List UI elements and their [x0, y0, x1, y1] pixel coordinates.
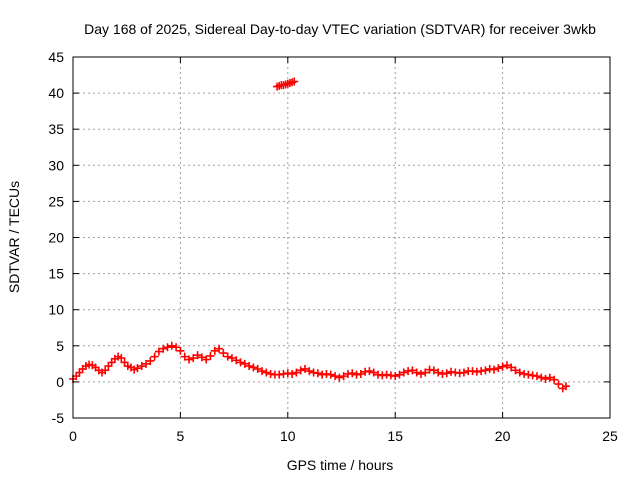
- chart-title: Day 168 of 2025, Sidereal Day-to-day VTE…: [84, 21, 596, 37]
- data-point: [101, 366, 110, 375]
- data-point: [227, 354, 236, 363]
- data-point: [223, 352, 232, 361]
- y-tick-label: 35: [48, 121, 64, 137]
- data-point: [176, 346, 185, 355]
- y-tick-label: 30: [48, 157, 64, 173]
- data-point: [240, 359, 249, 368]
- data-point: [202, 355, 211, 364]
- data-point: [365, 367, 374, 376]
- y-tick-label: 20: [48, 230, 64, 246]
- x-tick-label: 25: [602, 428, 618, 444]
- data-point: [416, 369, 425, 378]
- data-point: [258, 367, 267, 376]
- data-point: [481, 366, 490, 375]
- x-tick-label: 5: [177, 428, 185, 444]
- data-point: [561, 382, 570, 391]
- x-tick-label: 20: [495, 428, 511, 444]
- data-point: [249, 363, 258, 372]
- data-point: [150, 352, 159, 361]
- data-point: [172, 343, 181, 352]
- data-point: [442, 369, 451, 378]
- data-point: [348, 369, 357, 378]
- x-axis-label: GPS time / hours: [287, 457, 394, 473]
- data-point: [490, 365, 499, 374]
- data-point: [498, 362, 507, 371]
- data-point: [159, 344, 168, 353]
- data-point: [290, 77, 299, 86]
- data-point: [184, 355, 193, 364]
- data-point: [459, 368, 468, 377]
- data-point: [206, 351, 215, 360]
- data-point: [331, 372, 340, 381]
- data-point: [399, 368, 408, 377]
- grid-layer: [73, 57, 610, 418]
- data-point: [262, 368, 271, 377]
- data-point: [189, 354, 198, 363]
- y-axis-label: SDTVAR / TECUs: [6, 181, 22, 293]
- y-tick-label: 45: [48, 49, 64, 65]
- data-point: [137, 362, 146, 371]
- y-tick-label: 5: [56, 338, 64, 354]
- data-point: [167, 341, 176, 350]
- data-point: [326, 370, 335, 379]
- data-point: [339, 372, 348, 381]
- data-point: [541, 375, 550, 384]
- x-tick-label: 10: [280, 428, 296, 444]
- data-point: [391, 372, 400, 381]
- data-point: [545, 373, 554, 382]
- y-tick-label: 25: [48, 193, 64, 209]
- data-point: [550, 375, 559, 384]
- data-point: [507, 363, 516, 372]
- data-point: [408, 366, 417, 375]
- data-point: [335, 373, 344, 382]
- data-point: [412, 368, 421, 377]
- data-point: [305, 367, 314, 376]
- data-point: [421, 368, 430, 377]
- data-point: [494, 364, 503, 373]
- data-point: [133, 364, 142, 373]
- data-point: [511, 366, 520, 375]
- data-point: [532, 372, 541, 381]
- data-point: [395, 370, 404, 379]
- data-point: [154, 347, 163, 356]
- data-point: [292, 368, 301, 377]
- data-point: [356, 369, 365, 378]
- y-tick-label: 40: [48, 85, 64, 101]
- data-point: [142, 359, 151, 368]
- y-tick-label: 15: [48, 266, 64, 282]
- data-point: [537, 373, 546, 382]
- data-point: [296, 366, 305, 375]
- y-tick-label: 10: [48, 302, 64, 318]
- data-point: [369, 368, 378, 377]
- data-point: [313, 369, 322, 378]
- x-tick-label: 0: [69, 428, 77, 444]
- data-point: [180, 352, 189, 361]
- data-point: [219, 349, 228, 358]
- data-point: [300, 364, 309, 373]
- data-point: [210, 346, 219, 355]
- data-point: [193, 351, 202, 360]
- data-point: [232, 356, 241, 365]
- data-point: [197, 353, 206, 362]
- data-layer: [69, 77, 570, 393]
- data-point: [117, 354, 126, 363]
- data-point: [146, 356, 155, 365]
- y-tick-label: 0: [56, 374, 64, 390]
- data-point: [429, 366, 438, 375]
- data-point: [554, 380, 563, 389]
- data-point: [502, 361, 511, 370]
- data-point: [288, 369, 297, 378]
- data-point: [236, 358, 245, 367]
- x-tick-label: 15: [387, 428, 403, 444]
- data-point: [215, 344, 224, 353]
- data-point: [245, 362, 254, 371]
- data-point: [163, 343, 172, 352]
- y-tick-label: -5: [52, 410, 65, 426]
- data-point: [434, 368, 443, 377]
- data-point: [253, 364, 262, 373]
- data-point: [515, 368, 524, 377]
